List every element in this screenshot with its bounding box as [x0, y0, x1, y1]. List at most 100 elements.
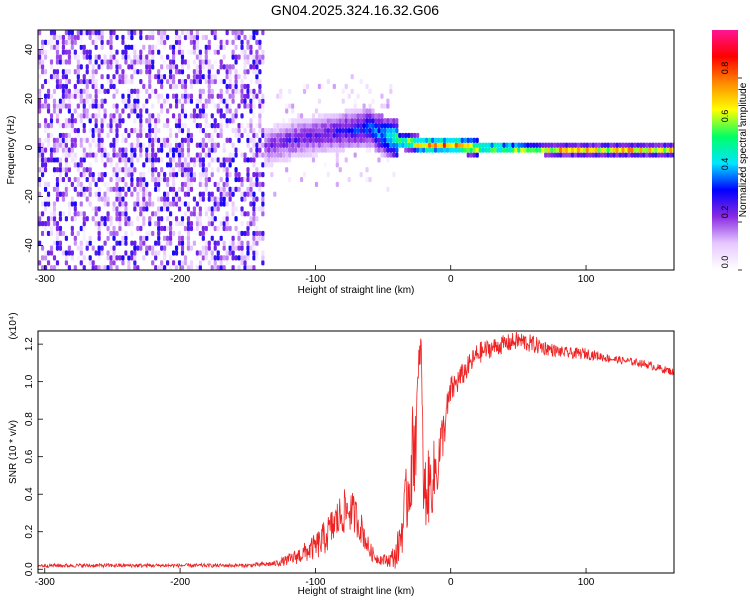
spectrogram-cell: [70, 181, 74, 188]
spectrogram-cell: [186, 167, 191, 173]
spectrogram-cell: [240, 230, 244, 237]
spectrogram-cell: [46, 181, 51, 188]
spectrogram-cell: [82, 98, 86, 104]
spectrogram-cell: [136, 30, 140, 36]
spectrogram-cell: [163, 235, 167, 241]
spectrogram-cell: [228, 74, 232, 80]
spectrogram-cell: [166, 108, 170, 114]
spectrogram-cell: [168, 142, 173, 148]
spectrogram-cell: [76, 211, 80, 217]
spectrogram-cell: [91, 137, 95, 143]
spectrogram-cell: [276, 123, 280, 129]
spectrogram-cell: [115, 176, 119, 183]
spectrogram-cell: [317, 137, 322, 143]
spectrogram-cell: [651, 147, 655, 153]
spectrogram-cell: [38, 54, 42, 60]
spectrogram-cell: [97, 196, 101, 202]
spectrogram-cell: [261, 181, 265, 188]
spectrogram-cell: [70, 44, 74, 50]
spectrogram-cell: [180, 49, 185, 55]
spectrogram-cell: [180, 98, 185, 104]
spectrogram-cell: [291, 137, 295, 143]
spectrogram-cell: [395, 142, 399, 148]
spectrogram-cell: [139, 206, 143, 212]
spectrogram-cell: [311, 147, 316, 153]
spectrogram-cell: [297, 113, 301, 119]
spectrogram-cell: [40, 201, 45, 207]
spectrogram-cell: [40, 230, 45, 237]
spectrogram-cell: [115, 230, 119, 237]
spectrogram-cell: [109, 157, 113, 163]
spectrogram-cell: [180, 162, 185, 168]
spectrogram-cell: [297, 127, 301, 134]
spectrogram-cell: [663, 142, 667, 148]
spectrogram-cell: [58, 98, 63, 104]
spectrogram-cell: [109, 260, 113, 266]
spectrogram-cell: [133, 250, 137, 256]
spectrogram-cell: [139, 142, 143, 148]
spectrogram-cell: [192, 240, 197, 246]
spectrogram-cell: [654, 147, 658, 153]
spectrogram-cell: [240, 83, 244, 90]
spectrogram-cell: [174, 93, 179, 99]
spectrogram-cell: [145, 132, 149, 139]
spectrogram-cell: [291, 152, 295, 158]
spectrogram-cell: [255, 59, 259, 65]
spectrogram-cell: [371, 132, 375, 139]
spectrogram-cell: [243, 176, 247, 183]
spectrogram-cell: [64, 118, 68, 124]
spectrogram-cell: [213, 255, 217, 261]
spectrogram-cell: [314, 137, 319, 143]
spectrogram-cell: [73, 265, 77, 270]
spectrogram-cell: [76, 167, 80, 173]
spectrogram-cell: [139, 181, 143, 188]
spectrogram-cell: [136, 265, 140, 270]
spectrogram-cell: [371, 113, 375, 119]
spectrogram-cell: [58, 83, 63, 90]
spectrogram-cell: [213, 260, 217, 266]
spectrogram-cell: [73, 88, 77, 94]
spectrogram-cell: [174, 132, 179, 139]
spectrogram-cell: [171, 93, 176, 99]
spectrogram-cell: [207, 69, 211, 75]
spectrogram-cell: [317, 118, 322, 124]
spectrogram-cell: [55, 44, 60, 50]
spectrogram-cell: [183, 30, 188, 36]
spectrogram-cell: [258, 206, 262, 212]
spectrogram-cell: [225, 216, 229, 222]
spectrogram-cell: [347, 132, 351, 139]
spectrogram-cell: [124, 137, 128, 143]
spectrogram-cell: [121, 132, 125, 139]
spectrogram-cell: [121, 108, 125, 114]
spectrogram-cell: [335, 147, 339, 153]
spectrogram-cell: [386, 118, 390, 124]
spectrogram-cell: [335, 162, 339, 168]
spectrogram-cell: [82, 172, 86, 178]
spectrogram-cell: [311, 113, 316, 119]
spectrogram-cell: [139, 176, 143, 183]
spectrogram-cell: [603, 152, 607, 158]
spectrogram-cell: [252, 172, 256, 178]
spectrogram-cell: [157, 230, 161, 237]
spectrogram-cell: [91, 265, 95, 270]
spectrogram-cell: [353, 113, 357, 119]
spectrogram-cell: [174, 69, 179, 75]
spectrogram-cell: [228, 103, 232, 109]
spectrogram-cell: [82, 167, 86, 173]
spectrogram-cell: [279, 157, 283, 163]
spectrogram-cell: [204, 172, 208, 178]
spectrogram-cell: [82, 186, 86, 192]
spectrogram-cell: [189, 181, 194, 188]
spectrogram-cell: [279, 132, 283, 139]
spectrogram-cell: [210, 123, 214, 129]
spectrogram-cell: [350, 127, 354, 134]
spectrogram-cell: [148, 44, 152, 50]
spectrogram-cell: [228, 39, 232, 45]
spectrogram-cell: [216, 206, 220, 212]
spectrogram-cell: [61, 137, 66, 143]
spectrogram-cell: [240, 250, 244, 256]
spectrogram-cell: [40, 211, 45, 217]
spectrogram-cell: [174, 162, 179, 168]
spectrogram-cell: [255, 74, 259, 80]
spectrogram-cell: [222, 225, 226, 232]
